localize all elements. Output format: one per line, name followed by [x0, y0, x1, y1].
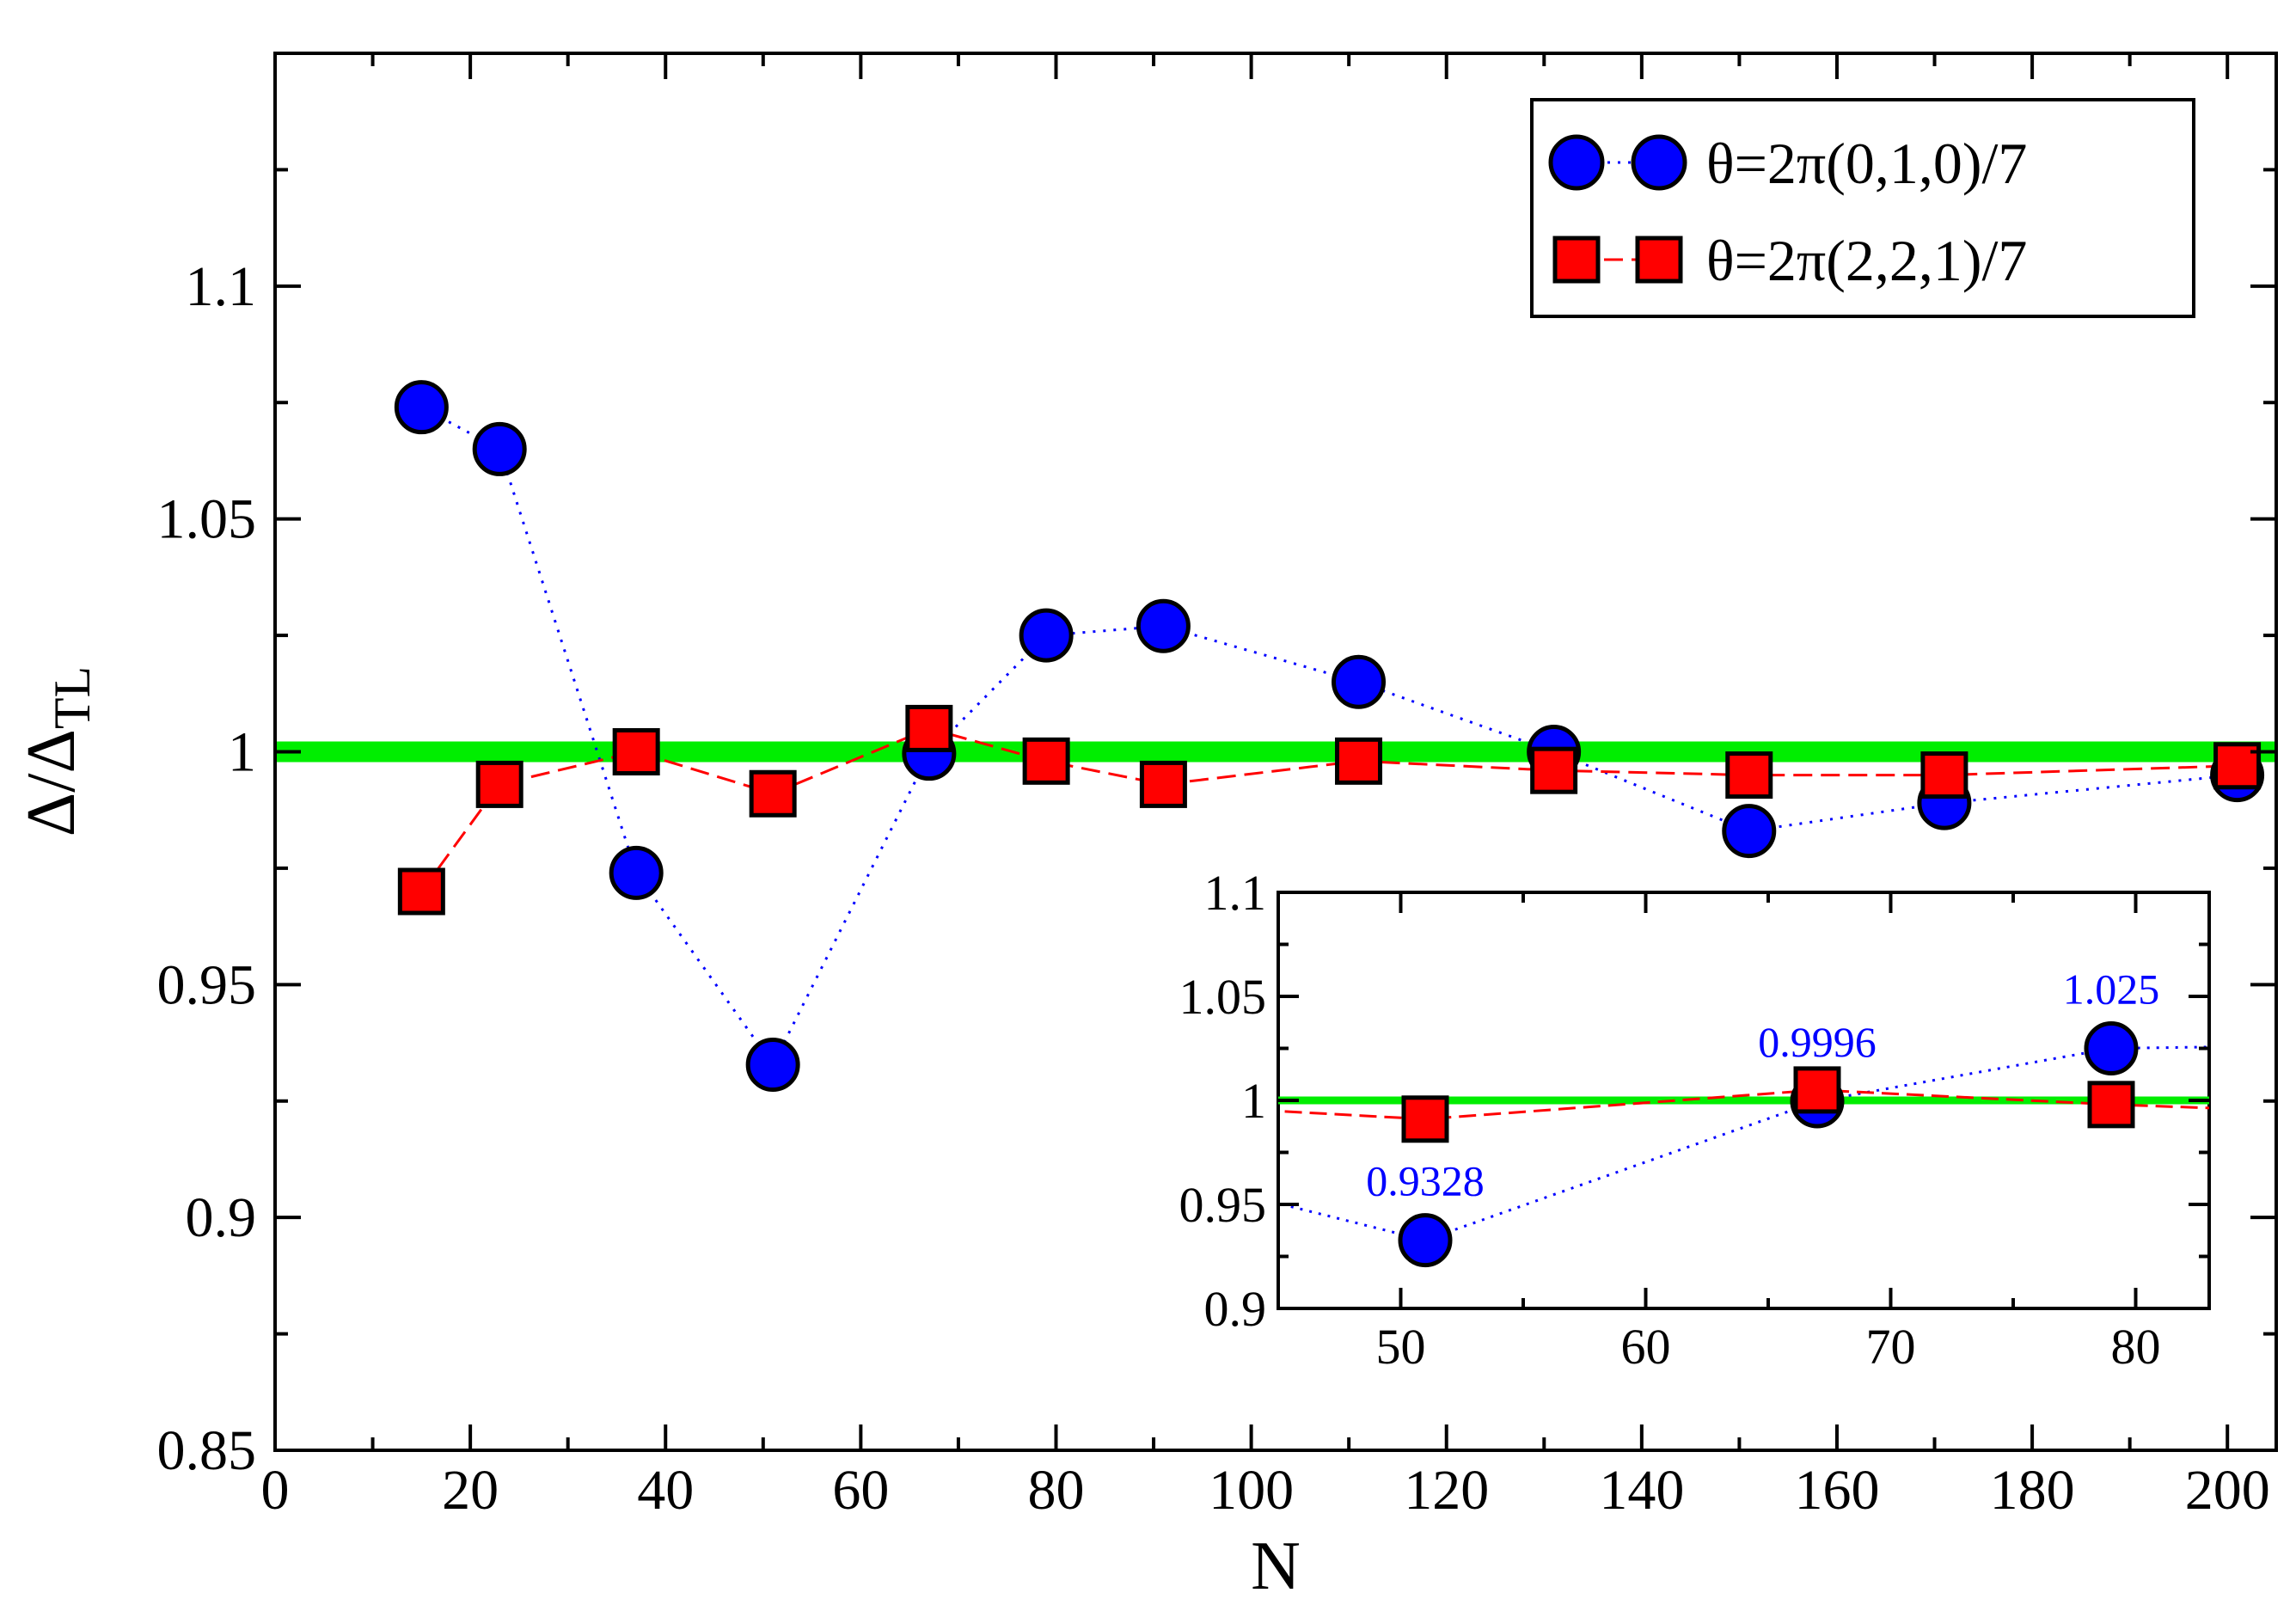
x-tick-label: 200 [2185, 1459, 2270, 1522]
series-2-point [1335, 737, 1383, 785]
series-1-point [745, 1038, 800, 1092]
y-tick-label: 1.1 [186, 255, 257, 318]
inset-y-tick-label: 1.05 [1179, 969, 1267, 1025]
x-tick-label: 180 [1990, 1459, 2075, 1522]
series-2-point [1920, 751, 1968, 800]
inset-annotation: 0.9996 [1758, 1018, 1877, 1066]
x-tick-label: 140 [1599, 1459, 1684, 1522]
legend-marker-series-2-a [1552, 236, 1601, 284]
x-tick-label: 60 [832, 1459, 889, 1522]
series-2-point [475, 760, 523, 808]
y-tick-label: 1.05 [157, 488, 257, 551]
series-2-point [2213, 742, 2262, 790]
series-1-point [1019, 608, 1074, 663]
y-tick-label: 0.9 [186, 1186, 257, 1249]
legend: θ=2π(0,1,0)/7 θ=2π(2,2,1)/7 [1530, 98, 2195, 318]
legend-marker-series-1-a [1548, 134, 1605, 191]
x-tick-label: 0 [261, 1459, 290, 1522]
series-2-point [749, 769, 797, 818]
series-2-point [1139, 760, 1187, 808]
series-1-point [1332, 654, 1387, 709]
y-axis-title: Δ/ΔTL [14, 666, 101, 836]
series-2-point [1725, 751, 1773, 800]
inset-y-tick-label: 1 [1241, 1073, 1266, 1129]
series-line-1 [420, 406, 2238, 1068]
inset-x-tick-label: 50 [1376, 1319, 1426, 1375]
y-tick-label: 1 [228, 721, 256, 784]
x-tick-label: 120 [1404, 1459, 1489, 1522]
x-axis-title: N [1251, 1529, 1301, 1599]
inset-series-2-point [1401, 1095, 1449, 1143]
inset-series-2-point [2087, 1081, 2135, 1129]
legend-marker-series-1-b [1631, 134, 1687, 191]
x-tick-label: 40 [637, 1459, 694, 1522]
y-axis-title-main: Δ/Δ [14, 729, 89, 836]
series-2-point [397, 867, 445, 916]
series-1-point [1136, 598, 1191, 653]
inset-series-1-point [1398, 1213, 1453, 1268]
legend-label-series-1: θ=2π(0,1,0)/7 [1706, 131, 2027, 196]
inset-chart: 50 60 70 80 0.9 0.95 1 1.05 1.1 0.9328 0.9996 1.025 [1179, 865, 2211, 1375]
series-1-point [1722, 804, 1777, 859]
inset-annotation: 1.025 [2063, 965, 2160, 1014]
x-tick-label: 20 [442, 1459, 499, 1522]
inset-y-tick-label: 0.95 [1179, 1177, 1267, 1233]
y-tick-label: 0.85 [157, 1419, 257, 1482]
series-1-point [472, 421, 527, 476]
x-tick-label: 80 [1027, 1459, 1084, 1522]
x-tick-label: 100 [1209, 1459, 1294, 1522]
series-1-point [609, 845, 664, 900]
y-axis-title-subscript: TL [44, 666, 101, 729]
inset-x-tick-label: 80 [2111, 1319, 2161, 1375]
x-tick-label: 160 [1794, 1459, 1879, 1522]
inset-series-2-point [1793, 1066, 1841, 1114]
legend-label-series-2: θ=2π(2,2,1)/7 [1706, 228, 2027, 293]
series-2-point [612, 728, 660, 775]
series-1-point [394, 380, 449, 435]
inset-y-tick-label: 0.9 [1204, 1281, 1267, 1337]
inset-x-tick-label: 60 [1621, 1319, 1671, 1375]
inset-y-tick-label: 1.1 [1204, 865, 1267, 921]
inset-series-1-point [2084, 1021, 2139, 1075]
inset-x-tick-label: 70 [1866, 1319, 1916, 1375]
series-2-point [905, 704, 953, 752]
series-2-point [1022, 737, 1070, 785]
legend-marker-series-2-b [1635, 236, 1683, 284]
inset-annotation: 0.9328 [1366, 1157, 1485, 1205]
y-tick-label: 0.95 [157, 953, 257, 1016]
series-2-point [1530, 746, 1578, 794]
